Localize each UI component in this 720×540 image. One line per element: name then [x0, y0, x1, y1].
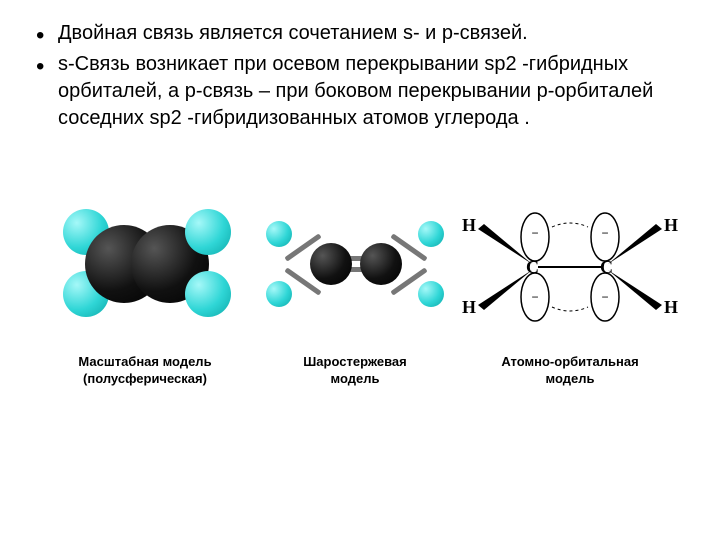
h-label: H [462, 297, 476, 318]
hydrogen-ball [266, 281, 292, 307]
model-caption-1: Масштабная модель (полусферическая) [78, 354, 211, 388]
caption-line: Шаростержевая [303, 354, 407, 369]
model-ballstick: Шаростержевая модель [250, 192, 460, 388]
model-spacefilling: Масштабная модель (полусферическая) [40, 192, 250, 388]
hydrogen-ball [418, 221, 444, 247]
bullet-list: Двойная связь является сочетанием s- и p… [30, 20, 690, 132]
orbital-svg: − − − − [460, 197, 680, 337]
svg-text:−: − [601, 226, 608, 240]
orbital-figure: − − − − H H H H C C [460, 192, 680, 342]
bullet-2: s-Связь возникает при осевом перекрывани… [30, 51, 690, 132]
caption-line: модель [331, 371, 380, 386]
spacefilling-figure [55, 192, 235, 342]
carbon-ball [310, 243, 352, 285]
svg-text:−: − [601, 290, 608, 304]
hydrogen-sphere [185, 271, 231, 317]
carbon-ball [360, 243, 402, 285]
c-label: C [526, 257, 539, 278]
h-label: H [462, 215, 476, 236]
c-label: C [600, 257, 613, 278]
hydrogen-ball [418, 281, 444, 307]
hydrogen-ball [266, 221, 292, 247]
h-label: H [664, 297, 678, 318]
caption-line: Масштабная модель [78, 354, 211, 369]
caption-line: (полусферическая) [83, 371, 207, 386]
models-row: Масштабная модель (полусферическая) [30, 192, 690, 388]
svg-text:−: − [531, 226, 538, 240]
h-label: H [664, 215, 678, 236]
hydrogen-sphere [185, 209, 231, 255]
caption-line: модель [546, 371, 595, 386]
ballstick-figure [260, 192, 450, 342]
caption-line: Атомно-орбитальная [501, 354, 638, 369]
model-orbital: − − − − H H H H C C Атомно-орбитальная м… [460, 192, 680, 388]
svg-text:−: − [531, 290, 538, 304]
bullet-1: Двойная связь является сочетанием s- и p… [30, 20, 690, 47]
model-caption-3: Атомно-орбитальная модель [501, 354, 638, 388]
model-caption-2: Шаростержевая модель [303, 354, 407, 388]
